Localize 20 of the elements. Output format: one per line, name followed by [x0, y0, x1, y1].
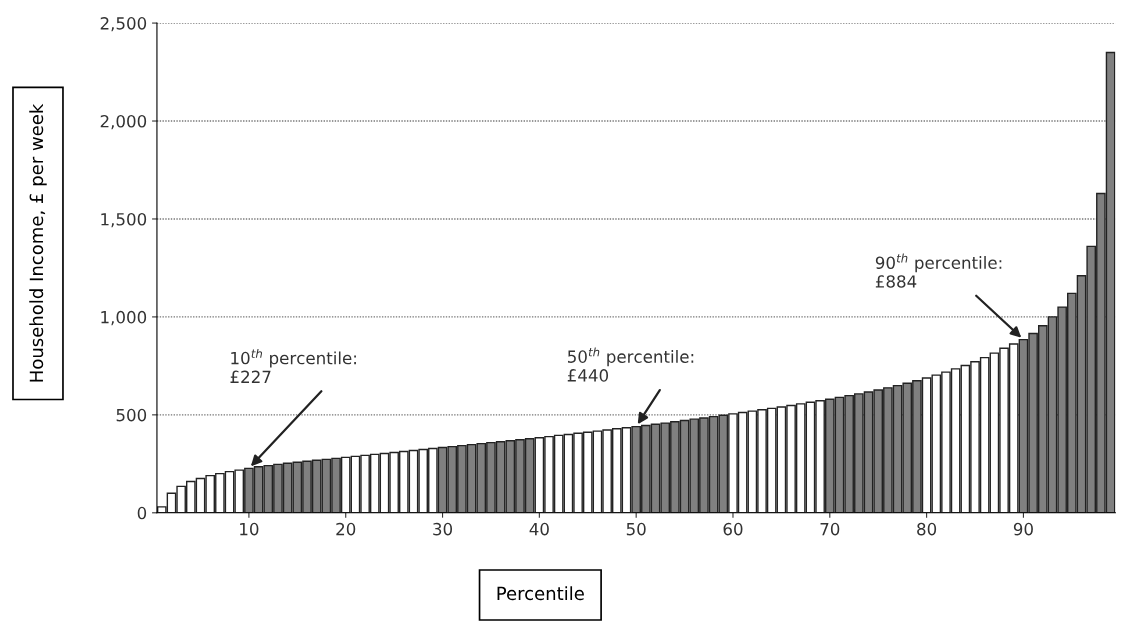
x-tick-label: 80 — [917, 522, 937, 536]
y-tick-label: 0 — [137, 506, 147, 520]
y-tick-label: 1,500 — [101, 212, 147, 228]
y-tick-label: 2,000 — [100, 114, 147, 130]
y-tick-label: 2,500 — [100, 17, 147, 32]
y-tick-label: 500 — [116, 408, 147, 422]
x-tick-label: 20 — [336, 522, 356, 536]
x-tick-label: 70 — [820, 522, 840, 536]
y-axis-title: Household Income, £ per week — [29, 103, 47, 382]
x-tick-label: 10 — [240, 522, 259, 536]
x-tick-label: 90 — [1013, 522, 1033, 536]
annotation: 90$^{th}$ percentile: £884 — [875, 253, 1002, 288]
x-axis-title: Percentile — [497, 586, 584, 601]
annotation: 50$^{th}$ percentile: £440 — [567, 347, 694, 382]
x-tick-label: 50 — [626, 522, 646, 536]
y-tick-label: 1,000 — [101, 310, 147, 326]
annotation: 10$^{th}$ percentile: £227 — [230, 348, 356, 383]
x-tick-label: 60 — [723, 522, 743, 536]
x-tick-label: 40 — [529, 522, 549, 536]
x-tick-label: 30 — [433, 522, 453, 536]
